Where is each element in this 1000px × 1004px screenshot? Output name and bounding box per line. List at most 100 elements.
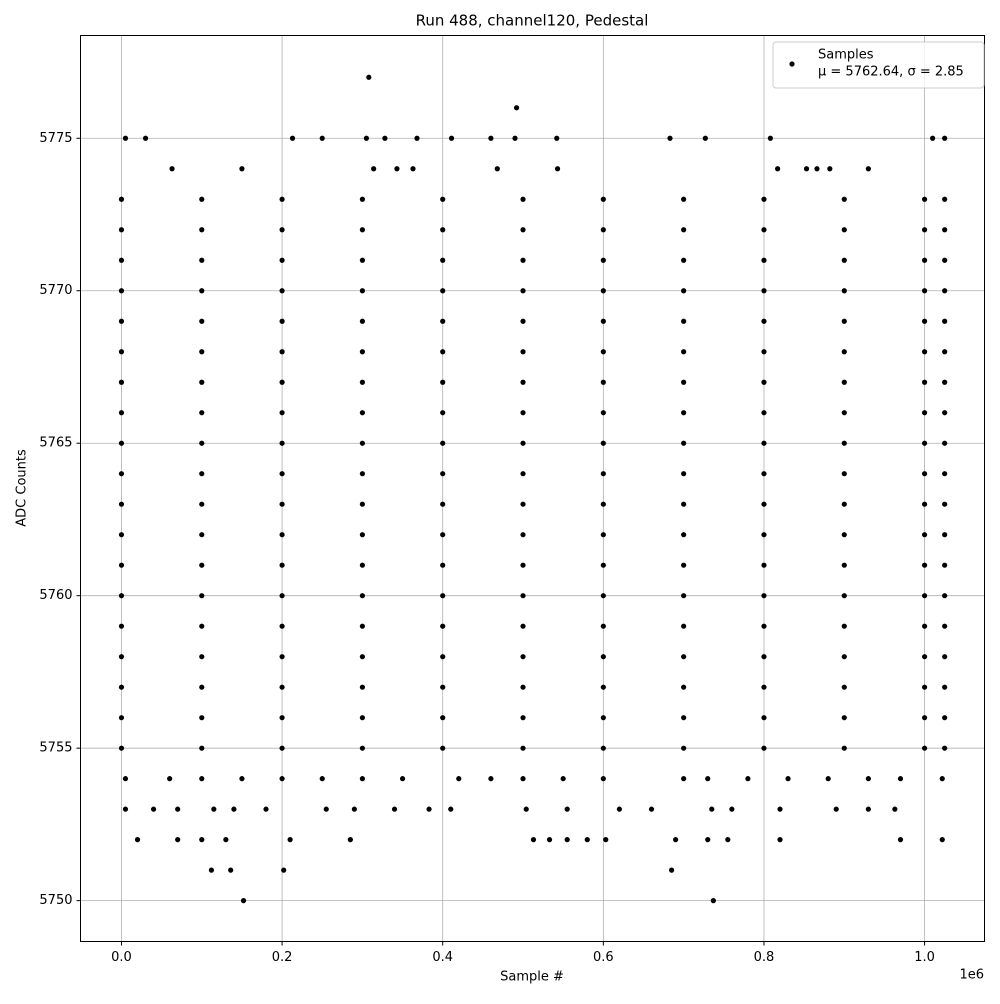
point: [705, 837, 711, 843]
point: [600, 318, 606, 324]
point: [584, 837, 590, 843]
point: [118, 715, 125, 721]
point: [211, 806, 217, 812]
point: [118, 318, 125, 324]
point: [279, 196, 285, 202]
point: [921, 593, 928, 599]
y-tick-label: 5750: [39, 893, 72, 908]
point: [359, 227, 365, 233]
point: [921, 501, 928, 507]
point: [456, 776, 462, 782]
point: [777, 806, 783, 812]
point: [865, 776, 871, 782]
point: [520, 349, 526, 355]
point: [199, 410, 205, 416]
point: [199, 349, 205, 355]
point: [279, 654, 285, 660]
point: [520, 593, 526, 599]
point: [199, 654, 205, 660]
point: [279, 623, 285, 629]
point: [841, 379, 847, 385]
point: [359, 715, 365, 721]
point: [841, 501, 847, 507]
point: [494, 166, 500, 172]
point: [440, 593, 446, 599]
point: [942, 135, 948, 141]
point: [841, 440, 847, 446]
point: [199, 379, 205, 385]
point: [122, 776, 129, 782]
point: [681, 227, 687, 233]
point: [440, 684, 446, 690]
y-tick-label: 5755: [39, 741, 72, 756]
point: [600, 532, 606, 538]
point: [667, 135, 673, 141]
point: [681, 593, 687, 599]
point: [761, 745, 767, 751]
point: [942, 227, 948, 233]
point: [279, 318, 285, 324]
point: [564, 837, 570, 843]
point: [440, 349, 446, 355]
point: [520, 318, 526, 324]
point: [363, 135, 370, 141]
point: [520, 654, 526, 660]
point: [279, 593, 285, 599]
point: [921, 623, 928, 629]
point: [199, 745, 205, 751]
point: [359, 318, 365, 324]
point: [603, 837, 609, 843]
point: [118, 471, 125, 477]
point: [814, 166, 820, 172]
point: [921, 532, 928, 538]
point: [199, 684, 205, 690]
point: [865, 166, 871, 172]
point: [942, 745, 948, 751]
point: [600, 715, 606, 721]
point: [239, 776, 245, 782]
point: [520, 715, 526, 721]
point: [279, 227, 285, 233]
point: [118, 227, 125, 233]
point: [359, 562, 365, 568]
point: [359, 288, 365, 294]
point: [359, 684, 365, 690]
point: [600, 379, 606, 385]
point: [681, 623, 687, 629]
point: [942, 379, 948, 385]
point: [199, 471, 205, 477]
point: [942, 654, 948, 660]
point: [681, 501, 687, 507]
legend-marker: [789, 61, 795, 67]
point: [520, 745, 526, 751]
point: [921, 318, 928, 324]
point: [175, 806, 181, 812]
point: [600, 440, 606, 446]
point: [681, 532, 687, 538]
point: [279, 471, 285, 477]
point: [827, 166, 833, 172]
point: [488, 776, 494, 782]
point: [761, 349, 767, 355]
x-tick-label: 0.0: [111, 950, 132, 965]
point: [681, 562, 687, 568]
plot-frame: [80, 35, 985, 942]
point: [841, 288, 847, 294]
point: [279, 562, 285, 568]
point: [199, 562, 205, 568]
point: [239, 166, 245, 172]
point: [440, 532, 446, 538]
point: [520, 440, 526, 446]
point: [351, 806, 357, 812]
y-tick-label: 5765: [39, 436, 72, 451]
point: [513, 105, 520, 111]
point: [761, 379, 767, 385]
point: [118, 379, 125, 385]
x-tick-label: 0.8: [754, 950, 775, 965]
point: [761, 288, 767, 294]
point: [841, 410, 847, 416]
point: [199, 318, 205, 324]
point: [122, 135, 129, 141]
point: [841, 532, 847, 538]
